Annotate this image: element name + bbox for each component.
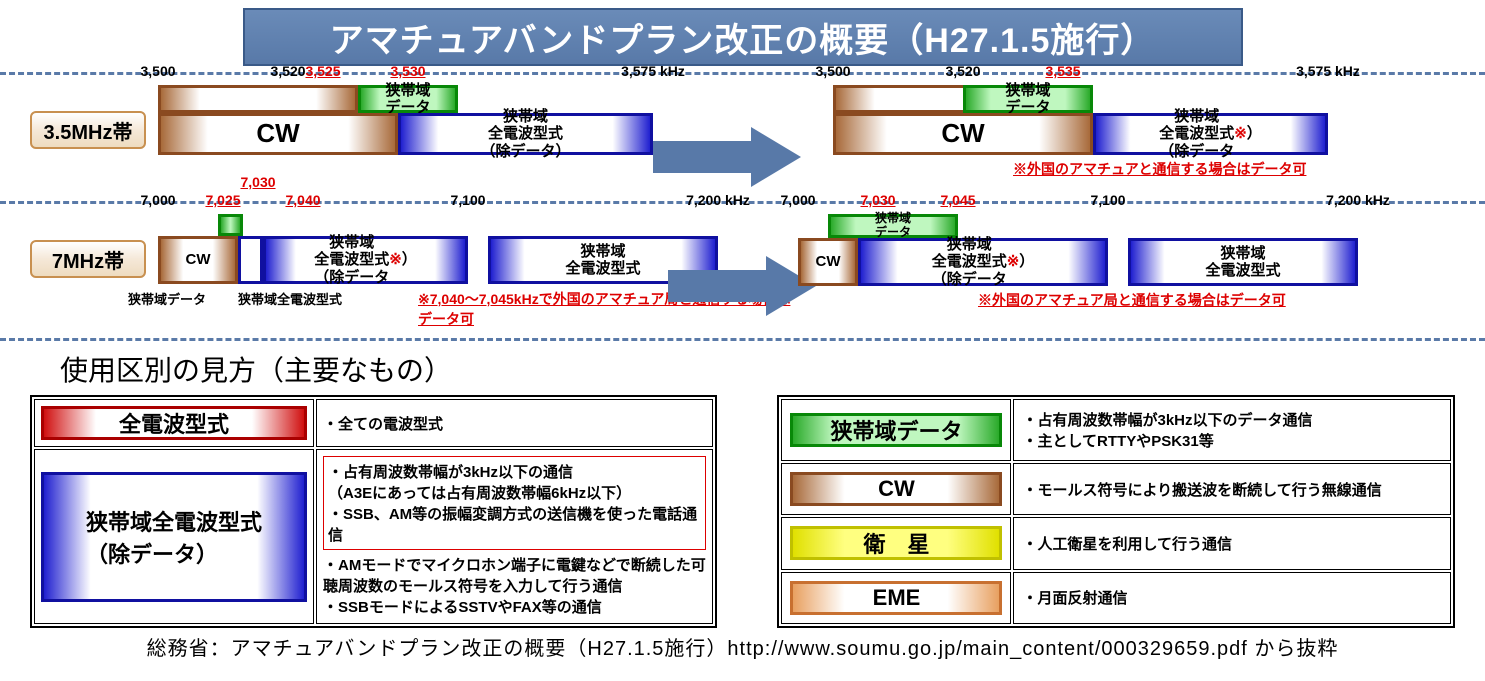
legend-box: 全電波型式	[41, 406, 307, 440]
band-segment: 狭帯域データ	[828, 214, 958, 238]
legend-desc: ・モールス符号により搬送波を断続して行う無線通信	[1013, 463, 1451, 515]
legend-box: CW	[790, 472, 1002, 506]
arrow-icon	[653, 127, 803, 187]
band-row-35: 3.5MHz帯 3,5003,5203,5253,5303,575 kHz狭帯域…	[0, 81, 1485, 195]
legend-box: 衛 星	[790, 526, 1002, 560]
freq-label: 7,030	[240, 174, 275, 190]
legend-box: 狭帯域データ	[790, 413, 1002, 447]
freq-label: 7,000	[140, 192, 175, 208]
callout-label: 狭帯域データ	[128, 289, 206, 308]
band-segment: CW	[158, 113, 398, 155]
freq-label: 7,045	[940, 192, 975, 208]
freq-label: 7,200 kHz	[1326, 192, 1390, 208]
band-segment: 狭帯域全電波型式	[1128, 238, 1358, 286]
legend-left-table: 全電波型式・全ての電波型式狭帯域全電波型式（除データ）・占有周波数帯幅が3kHz…	[30, 395, 717, 628]
divider	[0, 338, 1485, 341]
legend-box: EME	[790, 581, 1002, 615]
divider	[0, 72, 1485, 75]
chart-35-after: 3,5003,5203,5353,575 kHz狭帯域データCW狭帯域全電波型式…	[833, 85, 1328, 177]
freq-label: 7,030	[860, 192, 895, 208]
band-segment: 狭帯域全電波型式（除データ※）	[1093, 113, 1328, 155]
band-segment: 狭帯域全電波型式（除データ※）	[263, 236, 468, 284]
chart-7-after: 7,0007,0307,0457,1007,200 kHz狭帯域データCW狭帯域…	[798, 214, 1358, 308]
chart-35-before: 3,5003,5203,5253,5303,575 kHz狭帯域データCW狭帯域…	[158, 85, 653, 177]
freq-label: 7,100	[1090, 192, 1125, 208]
band-segment	[218, 214, 243, 236]
freq-label: 3,575 kHz	[1296, 63, 1360, 79]
freq-label: 7,025	[205, 192, 240, 208]
legend-desc: ・人工衛星を利用して行う通信	[1013, 517, 1451, 569]
freq-label: 7,100	[450, 192, 485, 208]
band-segment: 狭帯域全電波型式（除データ※）	[858, 238, 1108, 286]
band-segment: 狭帯域全電波型式（除データ）	[398, 113, 653, 155]
legend-right-table: 狭帯域データ・占有周波数帯幅が3kHz以下のデータ通信・主としてRTTYやPSK…	[777, 395, 1455, 628]
freq-label: 7,000	[780, 192, 815, 208]
band-segment: 狭帯域データ	[358, 85, 458, 113]
legend-desc: ・月面反射通信	[1013, 572, 1451, 624]
source-text: 総務省：アマチュアバンドプラン改正の概要（H27.1.5施行）http://ww…	[0, 632, 1485, 661]
legend-section: 全電波型式・全ての電波型式狭帯域全電波型式（除データ）・占有周波数帯幅が3kHz…	[0, 395, 1485, 628]
freq-label: 7,040	[285, 192, 320, 208]
callout-label: 狭帯域全電波型式	[238, 289, 342, 308]
band-segment	[238, 236, 263, 284]
title-text: アマチュアバンドプラン改正の概要（H27.1.5施行）	[330, 13, 1156, 62]
freq-label: 7,200 kHz	[686, 192, 750, 208]
band-segment: CW	[158, 236, 238, 284]
band-label-35: 3.5MHz帯	[30, 111, 146, 149]
band-label-7: 7MHz帯	[30, 240, 146, 278]
freq-label: 3,500	[140, 63, 175, 79]
band-segment: CW	[833, 113, 1093, 155]
freq-label: 3,575 kHz	[621, 63, 685, 79]
note-text: ※外国のアマチュアと通信する場合はデータ可	[1013, 159, 1393, 179]
freq-label: 3,525	[305, 63, 340, 79]
legend-title: 使用区別の見方（主要なもの）	[60, 349, 1485, 389]
band-row-7: 7MHz帯 7,0007,0257,0307,0407,1007,200 kHz…	[0, 210, 1485, 332]
legend-box: 狭帯域全電波型式（除データ）	[41, 472, 307, 602]
band-segment: CW	[798, 238, 858, 286]
band-segment	[158, 85, 358, 113]
page-title: アマチュアバンドプラン改正の概要（H27.1.5施行）	[243, 8, 1243, 66]
legend-desc: ・全ての電波型式	[316, 399, 713, 447]
band-segment: 狭帯域データ	[963, 85, 1093, 113]
arrow-icon	[668, 256, 818, 316]
legend-desc: ・占有周波数帯幅が3kHz以下のデータ通信・主としてRTTYやPSK31等	[1013, 399, 1451, 461]
note-text: ※外国のアマチュア局と通信する場合はデータ可	[978, 290, 1358, 310]
freq-label: 3,535	[1045, 63, 1080, 79]
freq-label: 3,500	[815, 63, 850, 79]
freq-label: 3,530	[390, 63, 425, 79]
freq-label: 3,520	[270, 63, 305, 79]
freq-label: 3,520	[945, 63, 980, 79]
chart-7-before: 7,0007,0257,0307,0407,1007,200 kHzCW狭帯域全…	[158, 214, 718, 324]
legend-desc: ・占有周波数帯幅が3kHz以下の通信（A3Eにあっては占有周波数帯幅6kHz以下…	[316, 449, 713, 624]
